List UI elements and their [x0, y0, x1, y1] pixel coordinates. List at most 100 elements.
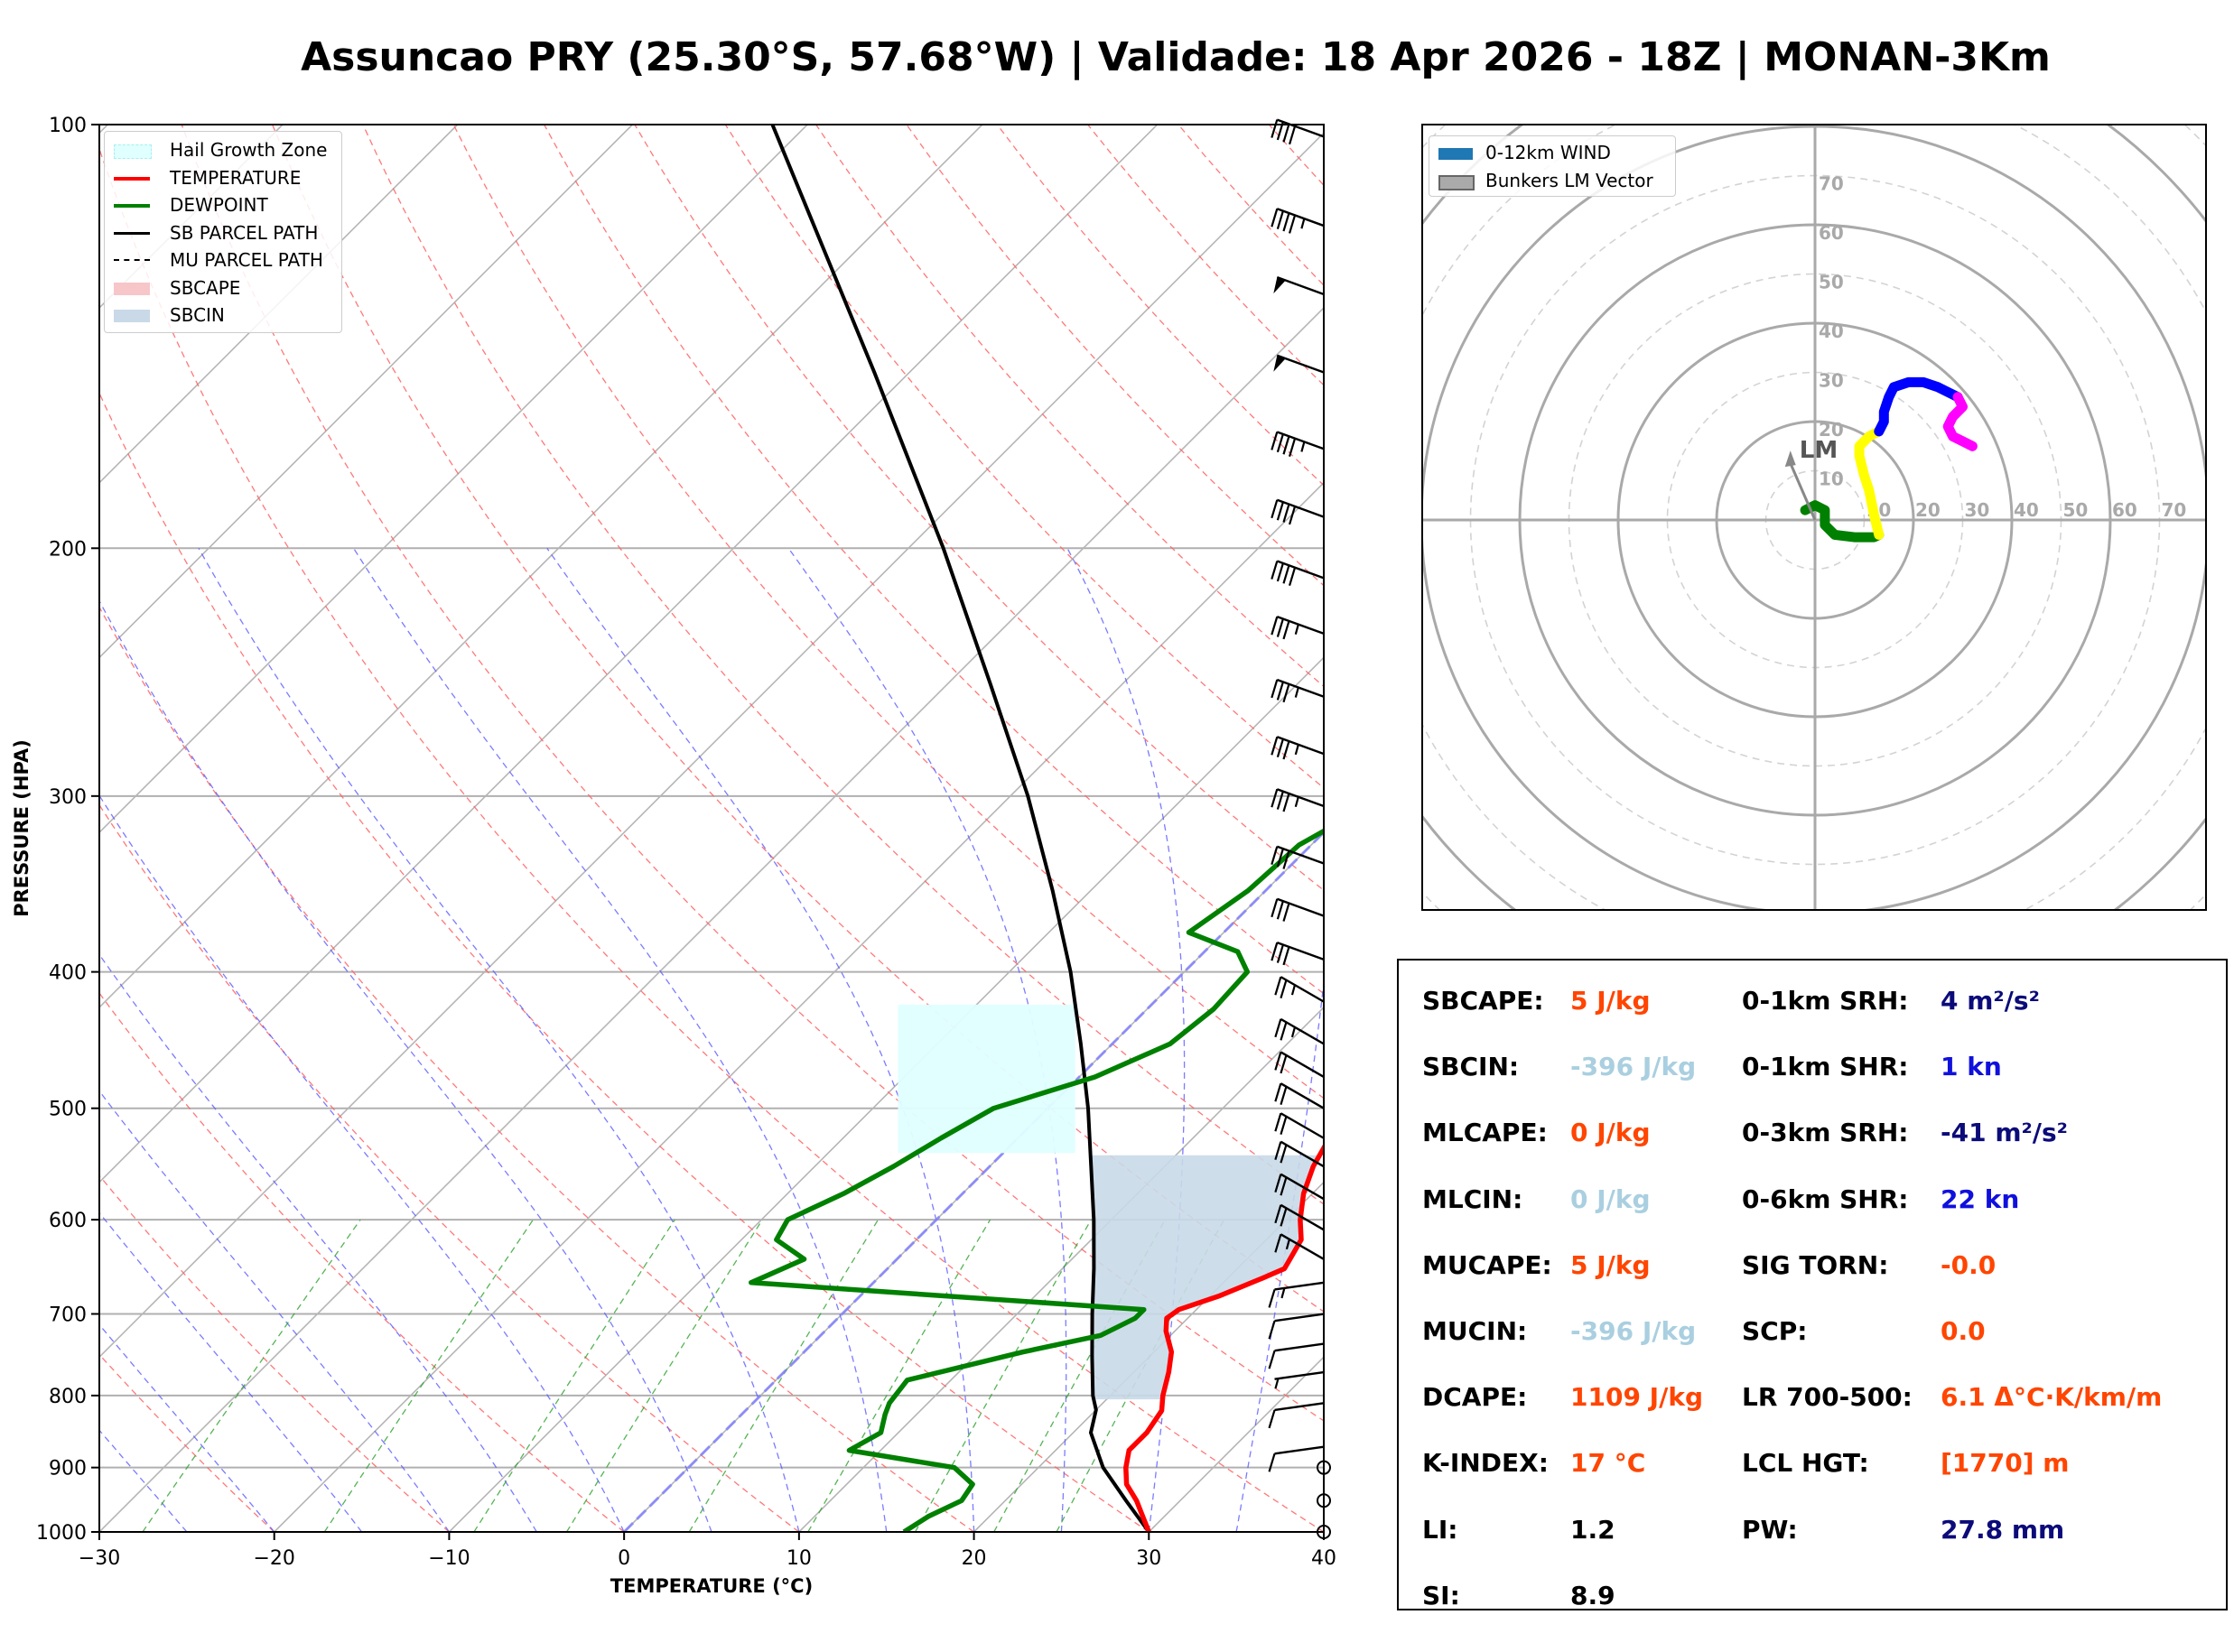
hodograph-ring: [1616, 321, 2014, 719]
hodograph-ring: [1715, 420, 1915, 620]
hodograph-segment: [1874, 376, 1963, 437]
hodograph-ring-label: 60: [2112, 499, 2137, 521]
wind-barb: [1268, 1313, 1325, 1340]
dry-adiabat: [544, 125, 1324, 995]
y-tick-label: 400: [49, 962, 87, 985]
mixing-ratio-line: [142, 1219, 361, 1532]
wind-barb: [1274, 1112, 1325, 1139]
wind-barb-calm: [1317, 1493, 1331, 1508]
param-value: 5 J/kg: [1570, 1249, 1651, 1280]
x-tick-label: 0: [618, 1547, 630, 1570]
param-value: 17 °C: [1570, 1448, 1646, 1479]
hodograph-frame: [1421, 124, 2207, 911]
legend-label: SBCIN: [170, 304, 225, 326]
moist-adiabat: [99, 1090, 450, 1532]
param-value: 6.1 Δ°C·K/km/m: [1941, 1382, 2163, 1413]
dry-adiabat: [99, 1353, 275, 1532]
y-tick-label: 1000: [36, 1522, 87, 1545]
x-tick-label: 30: [1136, 1547, 1161, 1570]
freezing-isotherm: [623, 831, 1324, 1532]
isotherm: [99, 125, 983, 1008]
wind-barb: [1273, 276, 1325, 296]
hodograph-segment: [1854, 426, 1885, 540]
lm-arrowhead: [1784, 450, 1796, 468]
param-label: SBCIN:: [1422, 1052, 1520, 1082]
hodograph-ring-label: 30: [1965, 499, 1990, 521]
legend-label: 0-12km WIND: [1485, 142, 1611, 163]
hodograph-ring: [1422, 125, 2206, 910]
wind-barb: [1271, 678, 1325, 703]
chart-title: Assuncao PRY (25.30°S, 57.68°W) | Valida…: [301, 34, 2051, 80]
wind-barb: [1274, 1082, 1325, 1109]
hodograph-ring-label: 10: [1819, 469, 1844, 490]
y-tick-label: 700: [49, 1304, 87, 1327]
param-label: MUCAPE:: [1422, 1249, 1552, 1280]
param-label: SIG TORN:: [1742, 1249, 1889, 1280]
param-value: 27.8 mm: [1941, 1514, 2065, 1545]
moist-adiabat: [198, 547, 800, 1532]
dry-adiabat: [181, 125, 1324, 1422]
moist-adiabat: [1066, 547, 1186, 1532]
legend-label: MU PARCEL PATH: [170, 249, 323, 271]
param-value: 0.0: [1941, 1316, 1986, 1346]
moist-adiabat: [99, 953, 537, 1532]
legend-label: SB PARCEL PATH: [170, 221, 319, 244]
moist-adiabat: [99, 794, 625, 1532]
skewt-diagram: −30 −20 −10 0 10 20 30 40 1000 900 800 700 600 500 400…: [11, 115, 1336, 1597]
wind-barb: [1268, 1445, 1325, 1472]
wind-barb: [1268, 1342, 1325, 1369]
temperature-line: [1123, 1143, 1324, 1532]
wind-barb: [1271, 736, 1325, 760]
x-axis-label: TEMPERATURE (°C): [610, 1575, 813, 1597]
mixing-ratio-line: [565, 1219, 763, 1532]
mixing-ratio-line: [323, 1219, 534, 1532]
isotherm: [99, 125, 808, 834]
param-label: MLCIN:: [1422, 1183, 1523, 1214]
wind-barb: [1271, 118, 1325, 145]
param-label: 0-3km SRH:: [1742, 1118, 1909, 1148]
moist-adiabat: [99, 1323, 275, 1532]
param-value: [1770] m: [1941, 1448, 2070, 1479]
legend-swatch-sbcape: [114, 282, 150, 295]
wind-barb: [1273, 354, 1325, 374]
skewt-legend: Hail Growth Zone TEMPERATURE DEWPOINT SB PA…: [104, 131, 342, 333]
param-value: -0.0: [1941, 1249, 1997, 1280]
hodograph-ring-label: 70: [2162, 499, 2187, 521]
wind-barb: [1271, 498, 1325, 525]
param-value: -396 J/kg: [1570, 1052, 1697, 1082]
param-value: -41 m²/s²: [1941, 1118, 2068, 1148]
param-label: 0-1km SHR:: [1742, 1052, 1909, 1082]
wind-barb: [1274, 976, 1325, 1003]
hodograph-ring-label: 20: [1915, 499, 1941, 521]
param-label: LI:: [1422, 1514, 1458, 1545]
param-label: SCP:: [1742, 1316, 1808, 1346]
param-label: 0-1km SRH:: [1742, 986, 1909, 1016]
moist-adiabat: [99, 599, 712, 1532]
mixing-ratio-line: [688, 1219, 880, 1532]
hodograph-ring: [1666, 371, 1964, 669]
wind-barb: [1274, 1370, 1325, 1389]
wind-barb: [1271, 208, 1325, 234]
wind-barb-calm: [1317, 1525, 1331, 1539]
legend-swatch-lm: [1438, 175, 1475, 190]
hodograph-legend: 0-12km WIND Bunkers LM Vector: [1429, 135, 1676, 197]
lm-label: LM: [1800, 437, 1838, 464]
isotherm: [99, 125, 1159, 1183]
param-label: MLCAPE:: [1422, 1118, 1548, 1148]
legend-label: Bunkers LM Vector: [1485, 170, 1653, 191]
y-tick-label: 300: [49, 786, 87, 809]
hodograph-ring-label: 40: [1819, 320, 1844, 342]
dry-adiabat: [362, 125, 1324, 1205]
legend-swatch-dew: [114, 204, 150, 208]
param-value: 1109 J/kg: [1570, 1382, 1703, 1413]
y-tick-label: 500: [49, 1099, 87, 1121]
parameters-panel: SBCAPE: 5 J/kg SBCIN: -396 J/kg MLCAPE: 0 J/k…: [1397, 959, 2228, 1610]
hodograph-ring-label: 20: [1819, 419, 1844, 441]
lm-vector: [1789, 462, 1817, 521]
hodograph-ring-label: 30: [1819, 370, 1844, 392]
dry-adiabat: [99, 992, 625, 1532]
x-tick-label: −10: [428, 1547, 470, 1570]
param-label: LCL HGT:: [1742, 1448, 1869, 1479]
mixing-ratio-line: [473, 1219, 675, 1532]
x-tick-label: 40: [1311, 1547, 1336, 1570]
